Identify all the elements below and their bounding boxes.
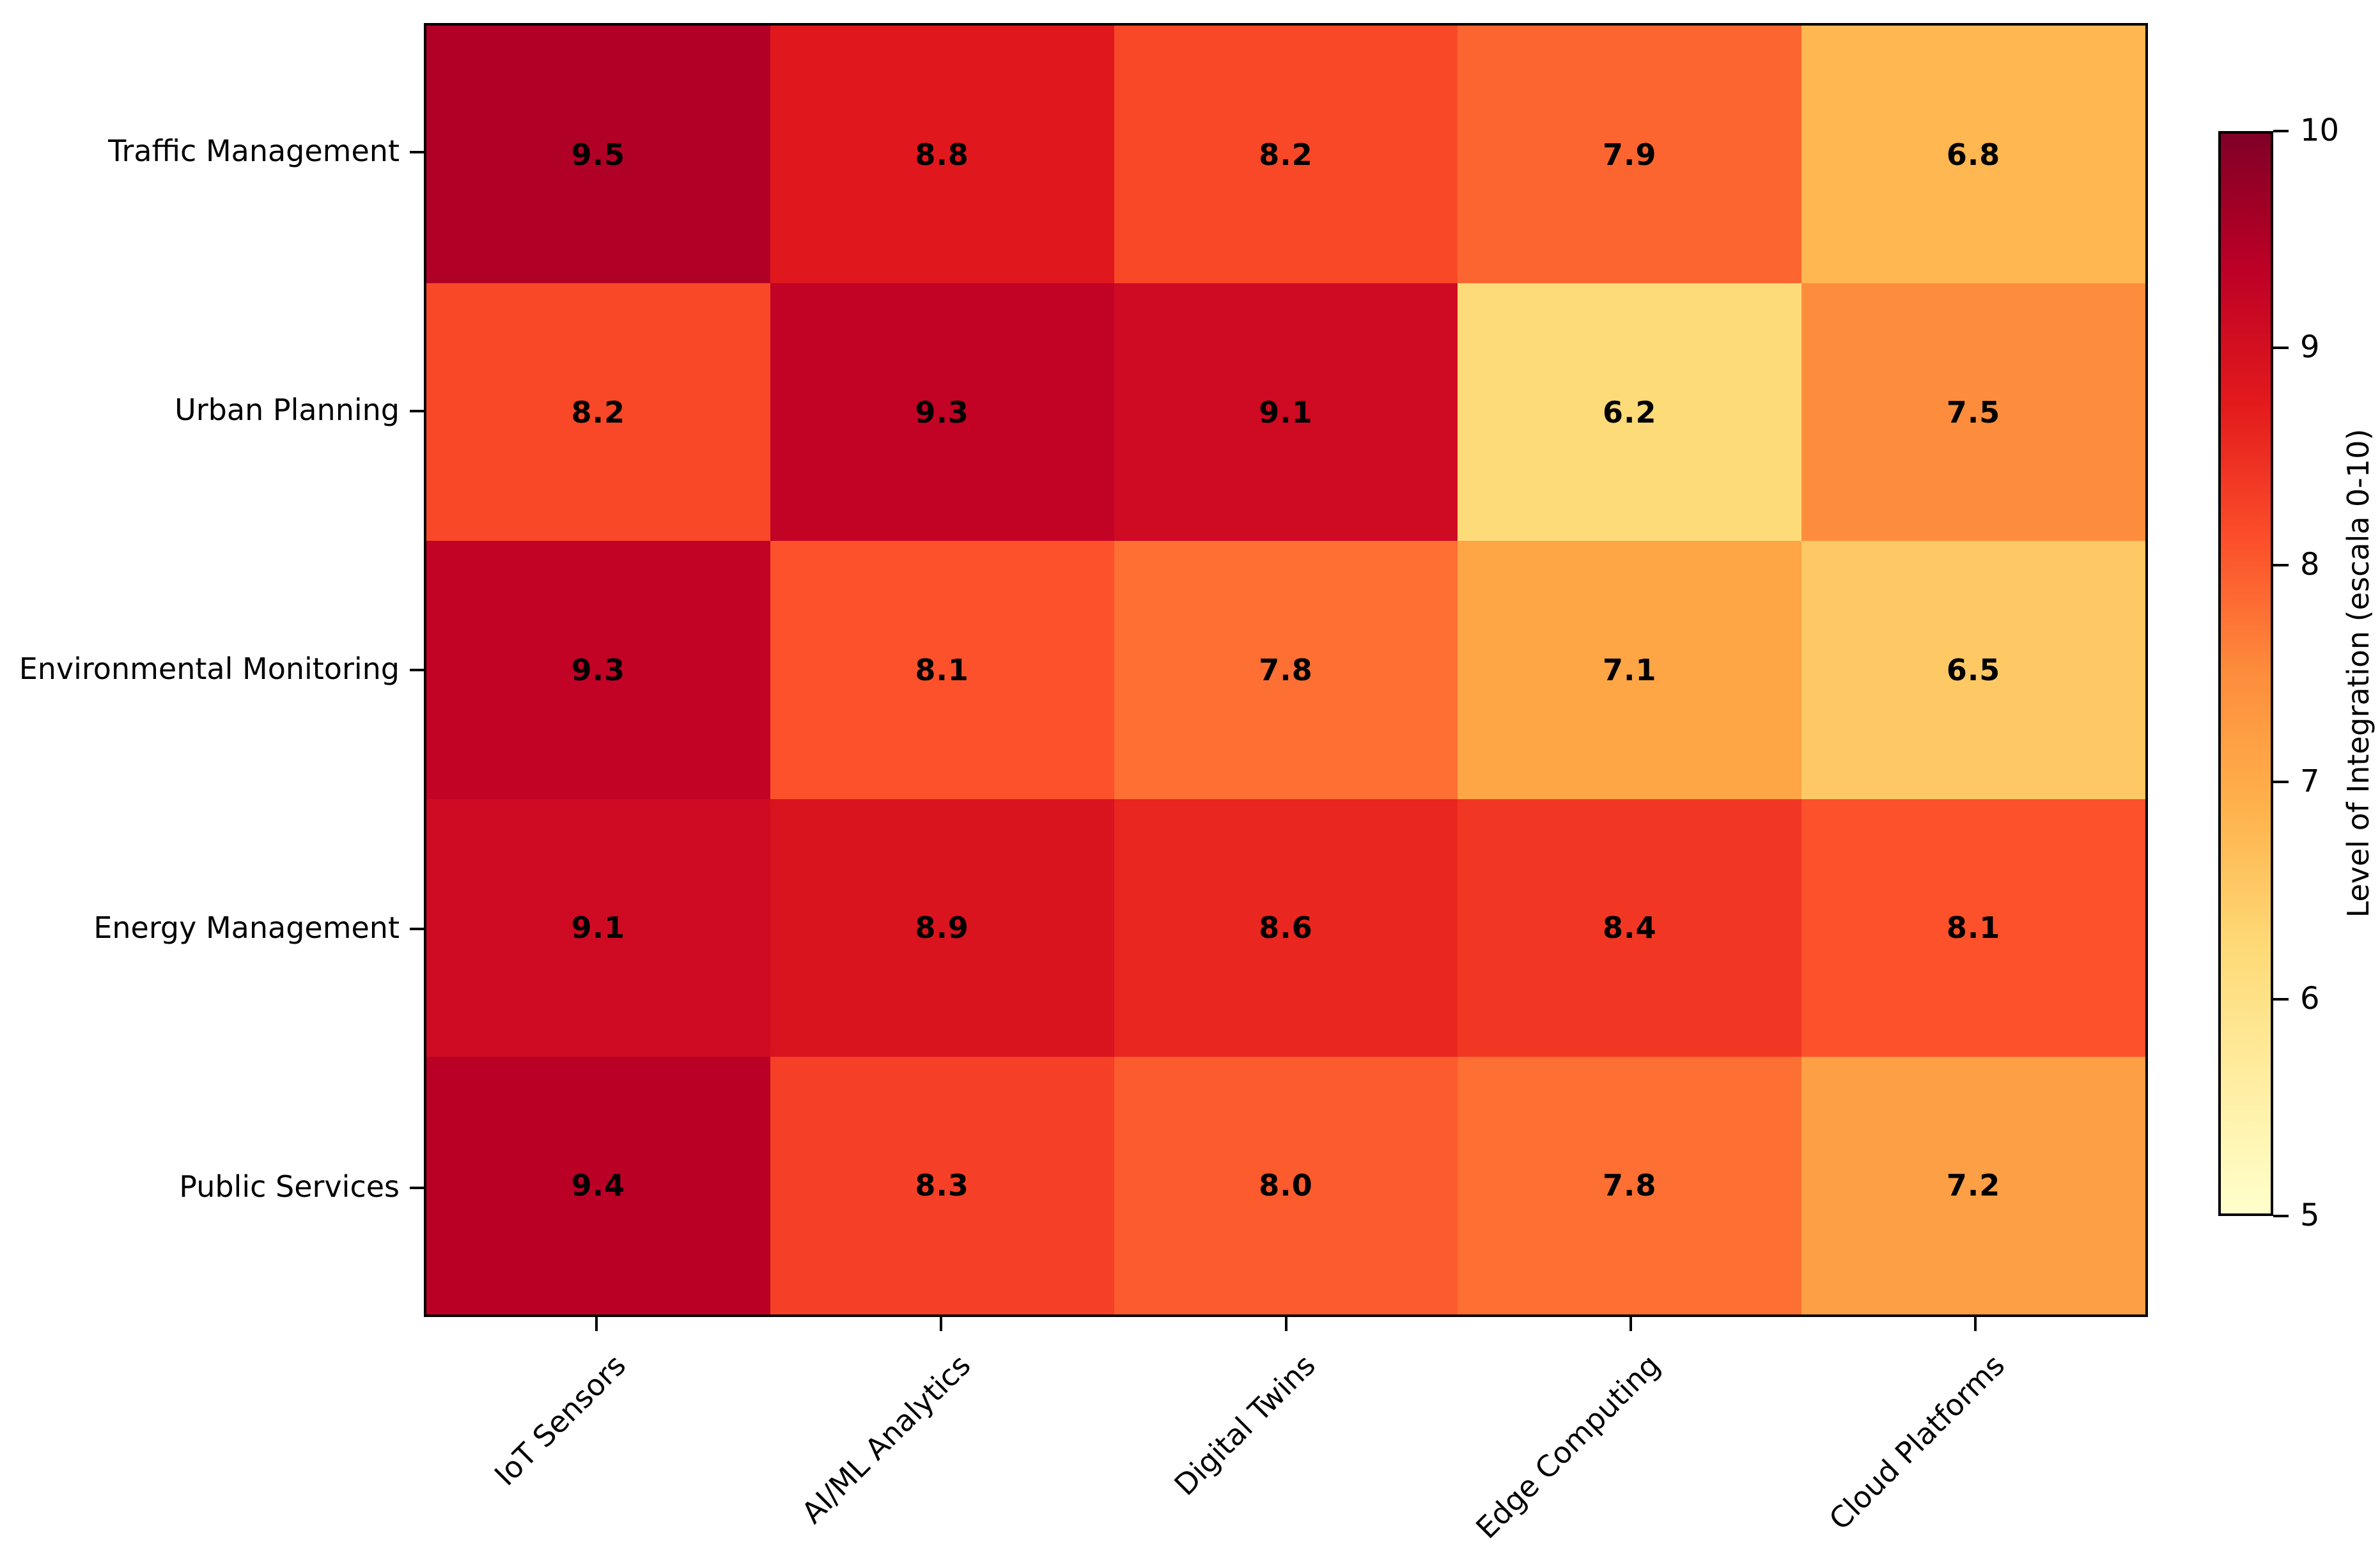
colorbar-tick bbox=[2273, 563, 2289, 566]
cell-value: 8.1 bbox=[915, 652, 969, 687]
colorbar-tick-label: 8 bbox=[2300, 546, 2320, 582]
heatmap-grid: 9.5 8.8 8.2 7.9 6.8 8.2 9.3 9.1 6.2 7.5 9.3 8.1 7.8 7… bbox=[424, 23, 2148, 1317]
x-axis-tick bbox=[1284, 1317, 1287, 1331]
y-axis-tick bbox=[410, 1186, 424, 1189]
colorbar-tick-label: 6 bbox=[2300, 980, 2320, 1017]
colorbar-tick bbox=[2273, 347, 2289, 350]
cell-value: 8.4 bbox=[1603, 910, 1657, 946]
cell-value: 9.1 bbox=[571, 910, 626, 946]
cell-value: 7.8 bbox=[1259, 652, 1313, 687]
heatmap-cell: 7.1 bbox=[1458, 541, 1802, 799]
colorbar-tick bbox=[2273, 997, 2289, 1001]
colorbar-tick bbox=[2273, 781, 2289, 784]
heatmap-cell: 8.2 bbox=[1114, 26, 1458, 284]
y-tick-label: Environmental Monitoring bbox=[19, 651, 400, 686]
cell-value: 9.4 bbox=[571, 1168, 626, 1203]
cell-value: 9.3 bbox=[571, 652, 626, 687]
cell-value: 8.2 bbox=[1259, 137, 1313, 172]
cell-value: 7.5 bbox=[1946, 394, 2001, 430]
cell-value: 8.9 bbox=[915, 910, 969, 946]
colorbar-tick bbox=[2273, 1215, 2289, 1217]
x-tick-label: Edge Computing bbox=[1469, 1348, 1667, 1545]
x-axis-tick bbox=[1974, 1317, 1977, 1331]
heatmap-cell: 8.6 bbox=[1114, 799, 1458, 1057]
colorbar bbox=[2218, 131, 2273, 1216]
heatmap-cell: 8.1 bbox=[1801, 799, 2145, 1057]
y-tick-label: Traffic Management bbox=[108, 134, 400, 169]
colorbar-tick-label: 9 bbox=[2300, 329, 2320, 366]
heatmap-cell: 8.3 bbox=[770, 1056, 1114, 1314]
colorbar-tick-label: 5 bbox=[2300, 1197, 2320, 1233]
cell-value: 6.5 bbox=[1946, 652, 2001, 687]
heatmap-cell: 6.2 bbox=[1458, 283, 1802, 542]
cell-value: 8.6 bbox=[1259, 910, 1313, 946]
heatmap-cell: 8.8 bbox=[770, 26, 1114, 284]
heatmap-cell: 6.8 bbox=[1801, 26, 2145, 284]
heatmap-cell: 7.9 bbox=[1458, 26, 1802, 284]
heatmap-cell: 8.0 bbox=[1114, 1056, 1458, 1314]
colorbar-tick-label: 7 bbox=[2300, 763, 2320, 800]
x-tick-label: Digital Twins bbox=[1167, 1348, 1322, 1502]
heatmap-cell: 9.3 bbox=[770, 283, 1114, 542]
heatmap-cell: 8.1 bbox=[770, 541, 1114, 799]
cell-value: 7.8 bbox=[1603, 1168, 1657, 1203]
heatmap-cell: 9.4 bbox=[426, 1056, 770, 1314]
y-tick-label: Urban Planning bbox=[175, 393, 400, 428]
y-axis-tick bbox=[410, 669, 424, 671]
heatmap-cell: 7.5 bbox=[1801, 283, 2145, 542]
cell-value: 7.1 bbox=[1603, 652, 1657, 687]
heatmap-cell: 9.1 bbox=[426, 799, 770, 1057]
heatmap-cell: 9.3 bbox=[426, 541, 770, 799]
cell-value: 8.3 bbox=[915, 1168, 969, 1203]
x-axis-tick bbox=[940, 1317, 943, 1331]
y-tick-label: Public Services bbox=[179, 1169, 400, 1204]
cell-value: 8.2 bbox=[571, 394, 626, 430]
y-tick-label: Energy Management bbox=[93, 910, 400, 945]
y-axis-tick bbox=[410, 410, 424, 413]
colorbar-label: Level of Integration (escala 0-10) bbox=[2341, 428, 2376, 918]
heatmap-cell: 6.5 bbox=[1801, 541, 2145, 799]
cell-value: 9.1 bbox=[1259, 394, 1313, 430]
heatmap-cell: 8.2 bbox=[426, 283, 770, 542]
colorbar-tick bbox=[2273, 130, 2289, 132]
colorbar-tick-label: 10 bbox=[2300, 112, 2340, 148]
heatmap-cell: 9.1 bbox=[1114, 283, 1458, 542]
cell-value: 8.8 bbox=[915, 137, 969, 172]
heatmap-cell: 7.8 bbox=[1114, 541, 1458, 799]
cell-value: 7.9 bbox=[1603, 137, 1657, 172]
heatmap-cell: 8.9 bbox=[770, 799, 1114, 1057]
cell-value: 9.3 bbox=[915, 394, 969, 430]
x-axis-tick bbox=[595, 1317, 598, 1331]
x-tick-label: Cloud Platforms bbox=[1822, 1348, 2012, 1537]
cell-value: 6.8 bbox=[1946, 137, 2001, 172]
y-axis-tick bbox=[410, 151, 424, 154]
y-axis-tick bbox=[410, 927, 424, 930]
heatmap-cell: 9.5 bbox=[426, 26, 770, 284]
heatmap-cell: 8.4 bbox=[1458, 799, 1802, 1057]
heatmap-cell: 7.2 bbox=[1801, 1056, 2145, 1314]
cell-value: 8.1 bbox=[1946, 910, 2001, 946]
cell-value: 7.2 bbox=[1946, 1168, 2001, 1203]
cell-value: 9.5 bbox=[571, 137, 626, 172]
heatmap-cell: 7.8 bbox=[1458, 1056, 1802, 1314]
x-axis-tick bbox=[1629, 1317, 1632, 1331]
x-tick-label: IoT Sensors bbox=[487, 1348, 632, 1493]
cell-value: 8.0 bbox=[1259, 1168, 1313, 1203]
cell-value: 6.2 bbox=[1603, 394, 1657, 430]
x-tick-label: AI/ML Analytics bbox=[795, 1348, 977, 1531]
